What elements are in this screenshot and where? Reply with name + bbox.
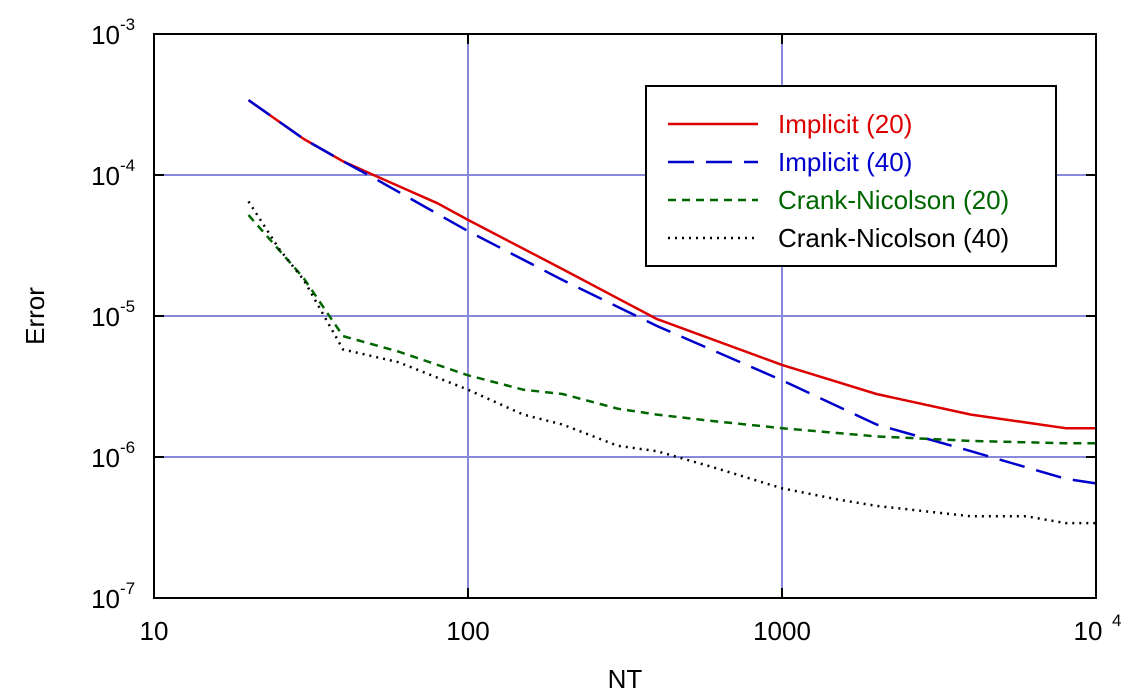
- x-tick-exponent: 4: [1112, 611, 1121, 630]
- y-tick-label: 10: [91, 302, 120, 332]
- series-line-crank-nicolson-20: [247, 214, 1096, 445]
- series-line-crank-nicolson-40: [247, 200, 1096, 525]
- axis-ticks: [153, 33, 1097, 599]
- y-axis-label: Error: [20, 287, 50, 345]
- legend-box: [645, 85, 1057, 267]
- legend-label-crank-nicolson-20: Crank-Nicolson (20): [778, 185, 1009, 215]
- legend-label-crank-nicolson-40: Crank-Nicolson (40): [778, 223, 1009, 253]
- series-line-implicit-20: [247, 99, 1096, 430]
- x-tick-label: 10: [1074, 616, 1103, 646]
- series-lines: [247, 99, 1097, 525]
- legend-label-implicit-40: Implicit (40): [778, 147, 912, 177]
- x-tick-label: 1000: [753, 616, 811, 646]
- y-tick-label: 10: [91, 161, 120, 191]
- tick-labels: 10 100 1000 10 410 -710 -610 -510 -410 -3: [91, 15, 1121, 646]
- x-tick-label: 10: [140, 616, 169, 646]
- y-tick-exponent: -6: [120, 438, 135, 457]
- y-tick-exponent: -7: [120, 579, 135, 598]
- legend: Implicit (20) Implicit (40) Crank-Nicolson…: [645, 85, 1057, 267]
- y-tick-exponent: -5: [120, 297, 135, 316]
- y-tick-label: 10: [91, 443, 120, 473]
- series-line-implicit-40: [247, 99, 1097, 485]
- legend-label-implicit-20: Implicit (20): [778, 109, 912, 139]
- x-tick-label: 100: [446, 616, 489, 646]
- y-tick-label: 10: [91, 584, 120, 614]
- y-tick-label: 10: [91, 20, 120, 50]
- y-tick-exponent: -4: [120, 156, 135, 175]
- x-axis-label: NT: [608, 664, 643, 694]
- y-tick-exponent: -3: [120, 15, 135, 34]
